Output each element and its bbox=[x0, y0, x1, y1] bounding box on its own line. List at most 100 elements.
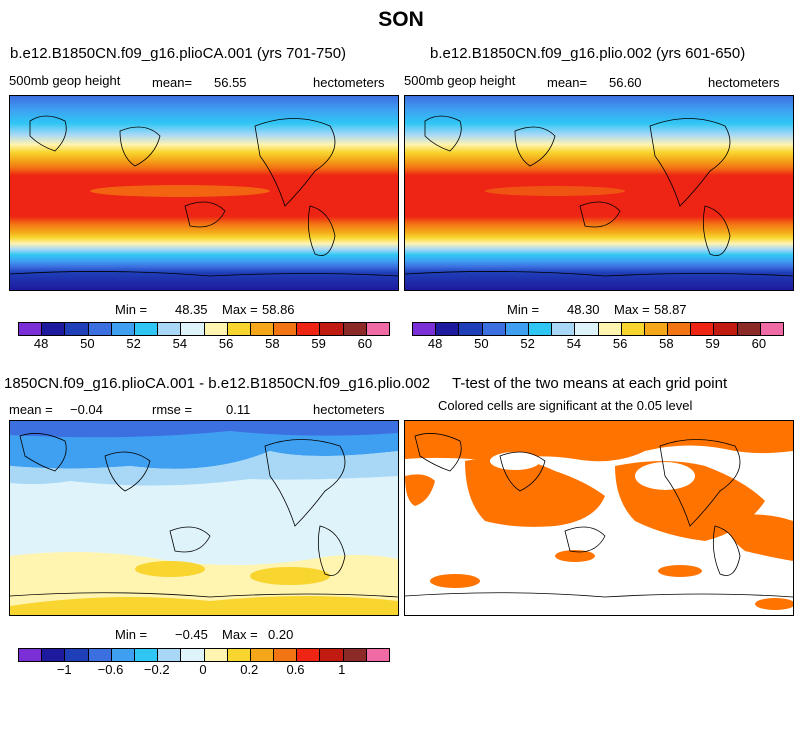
colorbar-swatch bbox=[42, 323, 66, 335]
colorbar-tick-label: 52 bbox=[126, 336, 141, 351]
colorbar-swatch bbox=[65, 649, 89, 661]
panel2-max-label: Max = bbox=[614, 302, 650, 317]
colorbar-swatch bbox=[343, 323, 367, 335]
panel3-title: 1850CN.f09_g16.plioCA.001 - b.e12.B1850C… bbox=[4, 375, 431, 392]
panel2-colorbar bbox=[412, 322, 784, 336]
colorbar-swatch bbox=[297, 323, 321, 335]
colorbar-swatch bbox=[668, 323, 692, 335]
colorbar-swatch bbox=[274, 649, 298, 661]
panel2-mean-value: 56.60 bbox=[609, 75, 642, 90]
colorbar-tick-label: 56 bbox=[218, 336, 234, 351]
colorbar-tick-label: 50 bbox=[474, 336, 489, 351]
colorbar-tick-label: 54 bbox=[172, 336, 188, 351]
panel4-subtitle: Colored cells are significant at the 0.0… bbox=[438, 398, 693, 413]
panel1-field-label: 500mb geop height bbox=[9, 73, 121, 88]
panel2-warm-pool bbox=[485, 186, 625, 196]
panel2-title: b.e12.B1850CN.f09_g16.plio.002 (yrs 601-… bbox=[430, 45, 746, 62]
colorbar-tick-label: 0 bbox=[199, 662, 207, 677]
colorbar-swatch bbox=[65, 323, 89, 335]
colorbar-swatch bbox=[181, 323, 205, 335]
panel2-map bbox=[404, 95, 794, 291]
panel2-units: hectometers bbox=[708, 75, 780, 90]
panel3-rmse-label: rmse = bbox=[152, 402, 193, 417]
colorbar-swatch bbox=[42, 649, 66, 661]
panel1-map-svg bbox=[10, 96, 398, 290]
colorbar-tick-label: −1 bbox=[56, 662, 72, 677]
panel4-significant-cells bbox=[405, 421, 793, 610]
colorbar-tick-label: −0.6 bbox=[97, 662, 124, 677]
colorbar-swatch bbox=[134, 649, 159, 661]
panel1-title: b.e12.B1850CN.f09_g16.plioCA.001 (yrs 70… bbox=[10, 45, 347, 62]
panel4-map-svg bbox=[405, 421, 793, 615]
colorbar-swatch bbox=[366, 649, 389, 661]
colorbar-swatch bbox=[111, 649, 135, 661]
colorbar-swatch bbox=[436, 323, 460, 335]
colorbar-swatch bbox=[552, 323, 576, 335]
panel3-min-label: Min = bbox=[115, 627, 148, 642]
colorbar-swatch bbox=[413, 323, 437, 335]
colorbar-swatch bbox=[621, 323, 645, 335]
colorbar-tick-label: 52 bbox=[520, 336, 535, 351]
colorbar-swatch bbox=[691, 323, 715, 335]
panel1-max-value: 58.86 bbox=[262, 302, 295, 317]
colorbar-swatch bbox=[227, 323, 251, 335]
panel3-units: hectometers bbox=[313, 402, 385, 417]
panel3-colorbar bbox=[18, 648, 390, 662]
colorbar-tick-label: 56 bbox=[612, 336, 628, 351]
panel3-max-label: Max = bbox=[222, 627, 258, 642]
panel3-map-svg bbox=[10, 421, 398, 615]
colorbar-tick-label: 59 bbox=[311, 336, 326, 351]
panel3-min-value: −0.45 bbox=[175, 627, 208, 642]
colorbar-tick-label: 0.6 bbox=[286, 662, 305, 677]
colorbar-tick-label: 58 bbox=[265, 336, 280, 351]
colorbar-swatch bbox=[297, 649, 321, 661]
colorbar-tick-label: 60 bbox=[357, 336, 373, 351]
colorbar-swatch bbox=[714, 323, 738, 335]
colorbar-swatch bbox=[343, 649, 367, 661]
colorbar-swatch bbox=[134, 323, 159, 335]
colorbar-tick-label: 48 bbox=[427, 336, 443, 351]
colorbar-swatch bbox=[88, 649, 112, 661]
colorbar-swatch bbox=[111, 323, 135, 335]
panel3-rmse-value: 0.11 bbox=[226, 402, 251, 417]
colorbar-swatch bbox=[19, 649, 43, 661]
colorbar-swatch bbox=[250, 323, 275, 335]
panel2-min-value: 48.30 bbox=[567, 302, 600, 317]
colorbar-swatch bbox=[204, 649, 228, 661]
panel2-field-label: 500mb geop height bbox=[404, 73, 516, 88]
colorbar-swatch bbox=[598, 323, 622, 335]
colorbar-swatch bbox=[505, 323, 529, 335]
panel4-title: T-test of the two means at each grid poi… bbox=[452, 375, 728, 392]
panel2-max-value: 58.87 bbox=[654, 302, 687, 317]
colorbar-swatch bbox=[19, 323, 43, 335]
panel4-map bbox=[404, 420, 794, 616]
colorbar-tick-label: 58 bbox=[659, 336, 674, 351]
panel2-min-label: Min = bbox=[507, 302, 540, 317]
colorbar-swatch bbox=[575, 323, 599, 335]
panel1-colorbar bbox=[18, 322, 390, 336]
colorbar-swatch bbox=[227, 649, 251, 661]
colorbar-tick-label: 1 bbox=[338, 662, 346, 677]
colorbar-tick-label: −0.2 bbox=[143, 662, 170, 677]
panel1-min-value: 48.35 bbox=[175, 302, 208, 317]
colorbar-swatch bbox=[320, 649, 344, 661]
colorbar-tick-label: 0.2 bbox=[240, 662, 259, 677]
colorbar-swatch bbox=[760, 323, 783, 335]
colorbar-swatch bbox=[158, 323, 182, 335]
colorbar-swatch bbox=[250, 649, 275, 661]
panel3-mean-label: mean = bbox=[9, 402, 53, 417]
panel1-mean-value: 56.55 bbox=[214, 75, 247, 90]
colorbar-swatch bbox=[528, 323, 553, 335]
panel1-min-label: Min = bbox=[115, 302, 148, 317]
panel1-max-label: Max = bbox=[222, 302, 258, 317]
panel2-mean-label: mean= bbox=[547, 75, 588, 90]
panel1-units: hectometers bbox=[313, 75, 385, 90]
colorbar-tick-label: 50 bbox=[80, 336, 95, 351]
colorbar-tick-label: 59 bbox=[705, 336, 720, 351]
colorbar-tick-label: 48 bbox=[33, 336, 49, 351]
colorbar-swatch bbox=[274, 323, 298, 335]
colorbar-swatch bbox=[181, 649, 205, 661]
panel1-warm-pool bbox=[90, 185, 270, 197]
colorbar-swatch bbox=[366, 323, 389, 335]
colorbar-tick-label: 60 bbox=[751, 336, 767, 351]
